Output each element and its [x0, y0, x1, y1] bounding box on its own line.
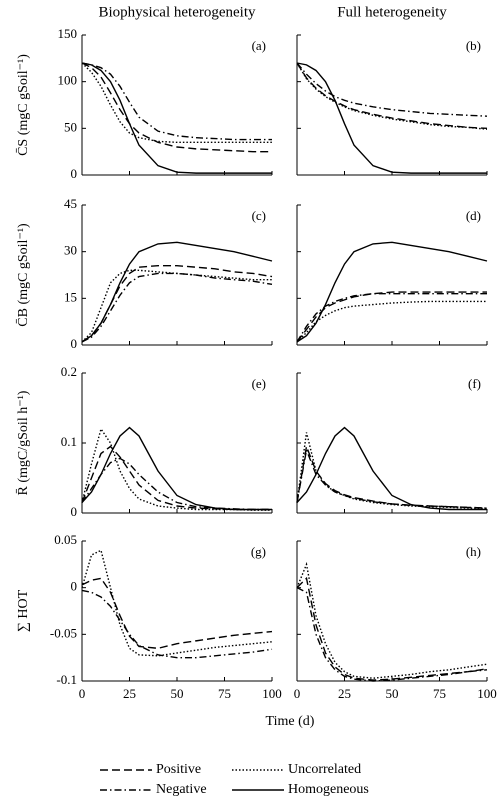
panel-label: (f) [468, 376, 481, 391]
series-line [296, 561, 488, 679]
y-tick-label: 0 [71, 504, 78, 519]
series-line [81, 62, 272, 141]
column-title: Full heterogeneity [337, 4, 447, 20]
series-line [81, 577, 273, 650]
y-axis-label: R̄ (mgC/gSoil h⁻¹) [16, 390, 32, 495]
y-axis-label: ∑ HOT [16, 589, 31, 632]
panel: Full heterogeneity (b) [296, 4, 488, 176]
x-tick-label: 50 [386, 686, 399, 701]
y-tick-label: 50 [64, 119, 77, 134]
y-axis-label: C̄S (mgC gSoil⁻¹) [16, 54, 32, 156]
x-tick-label: 75 [218, 686, 231, 701]
series-line [81, 62, 272, 174]
legend-label: Homogeneous [288, 782, 369, 797]
y-tick-label: 15 [64, 289, 77, 304]
series-line [296, 300, 487, 343]
x-tick-label: 25 [338, 686, 351, 701]
y-tick-label: -0.05 [50, 625, 77, 640]
panel: -0.1 -0.05 0 0.05 0 25 50 75 100 (g) ∑ HOT [16, 532, 282, 701]
series-line [81, 426, 272, 511]
panel-label: (d) [466, 208, 481, 223]
series-line [296, 447, 488, 509]
panel: 0 0.1 0.2 (e) R̄ (mgC/gSoil h⁻¹) [16, 364, 273, 519]
panel: 0 50 100 150 Biophysical heterogeneity (a) C̄S… [16, 4, 273, 181]
x-tick-label: 100 [477, 686, 497, 701]
panel-label: (a) [252, 38, 266, 53]
series-line [81, 445, 272, 511]
series-line [296, 443, 488, 509]
series-line [296, 426, 487, 511]
panel: (f) [296, 372, 488, 514]
panel-label: (c) [252, 208, 266, 223]
series-line [81, 62, 272, 153]
panel-label: (e) [252, 376, 266, 391]
series-line [296, 62, 488, 117]
y-tick-label: 100 [58, 73, 78, 88]
series-line [81, 589, 273, 659]
series-line [296, 62, 488, 130]
y-tick-label: 0 [71, 166, 78, 181]
y-tick-label: -0.1 [56, 672, 77, 687]
series-line [296, 576, 488, 681]
series-line [81, 269, 272, 343]
x-tick-label: 100 [262, 686, 282, 701]
y-tick-label: 0.05 [54, 532, 77, 547]
series-line [296, 291, 487, 343]
panel: (d) [296, 204, 488, 346]
series-line [81, 241, 273, 343]
panel-label: (h) [466, 544, 481, 559]
series-line [296, 241, 488, 343]
y-tick-label: 0 [71, 579, 78, 594]
x-tick-label: 0 [294, 686, 301, 701]
series-line [81, 62, 272, 144]
series-line [296, 292, 487, 343]
series-line [81, 427, 272, 511]
y-tick-label: 30 [64, 243, 77, 258]
legend-label: Negative [156, 782, 207, 797]
legend-label: Positive [156, 762, 201, 777]
legend-label: Uncorrelated [288, 762, 361, 777]
x-tick-label: 0 [79, 686, 86, 701]
series-line [296, 62, 487, 174]
y-tick-label: 0.1 [61, 434, 77, 449]
series-line [81, 272, 273, 343]
panel-label: (g) [251, 544, 266, 559]
series-line [296, 587, 488, 682]
panel: 0 25 50 75 100 (h) [294, 540, 497, 701]
series-line [296, 432, 488, 510]
panel: 0 15 30 45 (c) C̄B (mgC gSoil⁻¹) [16, 196, 273, 351]
series-line [296, 62, 488, 130]
x-tick-label: 50 [171, 686, 184, 701]
x-tick-label: 75 [433, 686, 446, 701]
x-axis-label: Time (d) [266, 714, 315, 729]
y-tick-label: 45 [64, 196, 77, 211]
series-line [81, 549, 273, 657]
y-tick-label: 150 [58, 26, 78, 41]
panel-label: (b) [466, 38, 481, 53]
y-axis-label: C̄B (mgC gSoil⁻¹) [16, 223, 32, 327]
column-title: Biophysical heterogeneity [98, 4, 256, 20]
y-tick-label: 0.2 [61, 364, 77, 379]
y-tick-label: 0 [71, 336, 78, 351]
series-line [81, 457, 272, 511]
x-tick-label: 25 [123, 686, 136, 701]
